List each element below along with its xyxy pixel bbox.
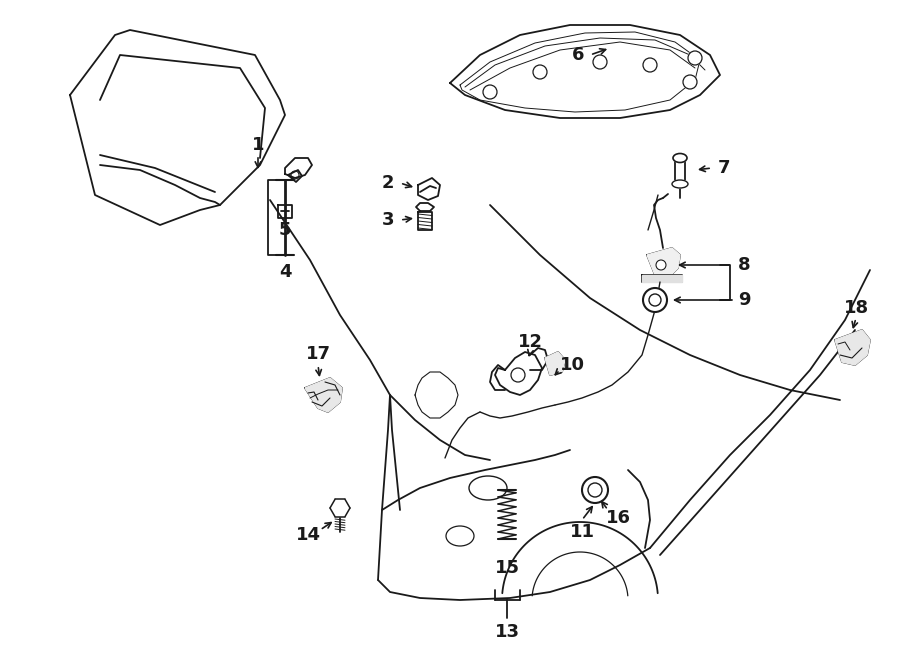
Text: 13: 13	[494, 623, 519, 641]
Circle shape	[593, 55, 607, 69]
Polygon shape	[642, 275, 682, 282]
Text: 18: 18	[843, 299, 868, 317]
Text: 9: 9	[738, 291, 751, 309]
Text: 6: 6	[572, 46, 584, 64]
Ellipse shape	[446, 526, 474, 546]
Circle shape	[588, 483, 602, 497]
Polygon shape	[545, 352, 565, 375]
Ellipse shape	[673, 153, 687, 163]
Text: 5: 5	[279, 221, 292, 239]
Ellipse shape	[469, 476, 507, 500]
Text: 2: 2	[382, 174, 394, 192]
Text: 11: 11	[570, 523, 595, 541]
Polygon shape	[647, 248, 680, 278]
Text: 4: 4	[279, 263, 292, 281]
Ellipse shape	[672, 180, 688, 188]
Text: 10: 10	[560, 356, 584, 374]
Text: 7: 7	[718, 159, 730, 177]
Circle shape	[656, 260, 666, 270]
Circle shape	[511, 368, 525, 382]
Text: 17: 17	[305, 345, 330, 363]
Text: 12: 12	[518, 333, 543, 351]
Polygon shape	[835, 330, 870, 365]
Text: 3: 3	[382, 211, 394, 229]
Circle shape	[582, 477, 608, 503]
Circle shape	[688, 51, 702, 65]
Circle shape	[533, 65, 547, 79]
Text: 14: 14	[295, 526, 320, 544]
Text: 8: 8	[738, 256, 751, 274]
Text: 16: 16	[606, 509, 631, 527]
Circle shape	[483, 85, 497, 99]
Polygon shape	[305, 378, 342, 412]
Text: 15: 15	[494, 559, 519, 577]
Circle shape	[643, 288, 667, 312]
Circle shape	[649, 294, 661, 306]
Circle shape	[643, 58, 657, 72]
Circle shape	[683, 75, 697, 89]
Text: 1: 1	[252, 136, 265, 154]
